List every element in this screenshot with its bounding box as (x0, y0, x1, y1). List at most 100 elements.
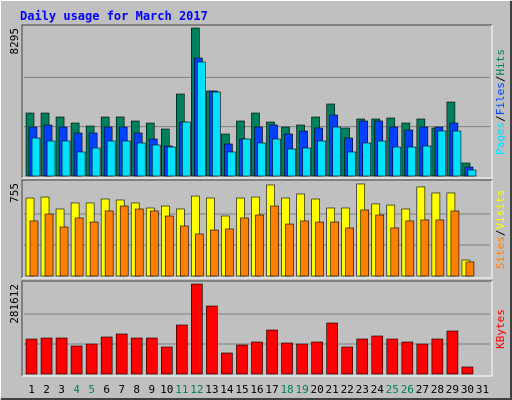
x-tick-label: 16 (250, 383, 263, 396)
x-tick-label: 29 (446, 383, 459, 396)
bar (180, 225, 189, 277)
bar (281, 342, 293, 375)
x-tick-label: 20 (311, 383, 324, 396)
y-tick-label: 755 (8, 183, 21, 203)
bar (296, 343, 308, 375)
bar (115, 333, 128, 375)
bar (227, 151, 236, 177)
x-tick-label: 22 (341, 383, 354, 396)
x-tick-label: 18 (280, 383, 293, 396)
bar (59, 226, 69, 277)
legend-separator: / (494, 76, 507, 83)
legend-entry: Pages (494, 122, 507, 155)
x-tick-label: 10 (160, 383, 173, 396)
bar (461, 366, 474, 375)
bar (40, 337, 53, 375)
plot-border-light (22, 281, 493, 377)
bar (197, 61, 206, 177)
bar (270, 205, 279, 277)
legend: KBytes (494, 309, 507, 349)
legend-entry: Sites (494, 236, 507, 269)
chart-title: Daily usage for March 2017 (20, 9, 208, 23)
bar (450, 210, 460, 277)
bar (300, 220, 309, 277)
bar (345, 227, 354, 277)
bar (435, 219, 445, 277)
legend: Pages/Files/Hits (494, 49, 507, 155)
bar (446, 330, 459, 375)
y-tick-label: 281612 (8, 284, 21, 324)
legend: Sites/Visits (494, 190, 507, 270)
bar (236, 344, 248, 375)
bar (315, 221, 324, 277)
bar (210, 229, 219, 277)
bar (55, 337, 68, 375)
bar (386, 338, 399, 375)
bar (330, 221, 339, 277)
bar (266, 329, 278, 375)
x-tick-label: 30 (461, 383, 474, 396)
plot-border-dark (21, 24, 492, 178)
bar (420, 219, 430, 277)
legend-entry: Visits (494, 190, 507, 230)
bar (341, 346, 353, 375)
plot-border-light (22, 25, 493, 179)
plot-border-dark (21, 179, 492, 278)
bar (134, 208, 144, 277)
bar (221, 352, 233, 375)
bar (467, 169, 477, 177)
bar (70, 345, 83, 375)
bar (326, 322, 338, 375)
bar (136, 142, 146, 177)
x-tick-label: 9 (148, 383, 155, 396)
bar (240, 217, 249, 277)
bar (452, 130, 462, 177)
x-tick-label: 15 (235, 383, 248, 396)
bar (74, 217, 84, 277)
bar (25, 338, 38, 375)
legend-entry: Files (494, 82, 507, 115)
legend-separator: / (494, 115, 507, 122)
legend-entry: KBytes (494, 309, 507, 349)
y-tick-label: 8295 (8, 28, 21, 55)
bar (151, 144, 161, 177)
bar (106, 140, 116, 177)
bar (160, 346, 173, 375)
bar (225, 228, 234, 277)
bar (287, 148, 296, 177)
x-tick-label: 21 (326, 383, 339, 396)
x-tick-label: 27 (416, 383, 429, 396)
bar (44, 213, 54, 277)
bar (362, 142, 372, 177)
x-tick-label: 26 (401, 383, 414, 396)
x-tick-label: 24 (371, 383, 385, 396)
bar (191, 283, 203, 375)
bar (356, 338, 369, 375)
bar (377, 140, 387, 177)
legend-separator: / (494, 230, 507, 237)
bar (332, 126, 341, 177)
bar (422, 145, 432, 177)
legend-entry: Hits (494, 49, 507, 76)
x-tick-label: 11 (175, 383, 188, 396)
x-tick-label: 6 (103, 383, 110, 396)
bar (85, 343, 98, 375)
bar (347, 151, 356, 177)
bar (255, 214, 264, 277)
x-tick-label: 31 (476, 383, 489, 396)
bar (371, 335, 384, 375)
x-tick-label: 5 (88, 383, 95, 396)
x-tick-label: 8 (133, 383, 140, 396)
x-tick-label: 28 (431, 383, 444, 396)
bar (149, 210, 159, 277)
bar (130, 337, 143, 375)
x-tick-label: 12 (190, 383, 203, 396)
bar (251, 341, 263, 375)
x-tick-label: 17 (265, 383, 278, 396)
bar (104, 210, 114, 277)
bar (465, 261, 475, 277)
bar (437, 130, 447, 177)
bar (100, 336, 113, 375)
